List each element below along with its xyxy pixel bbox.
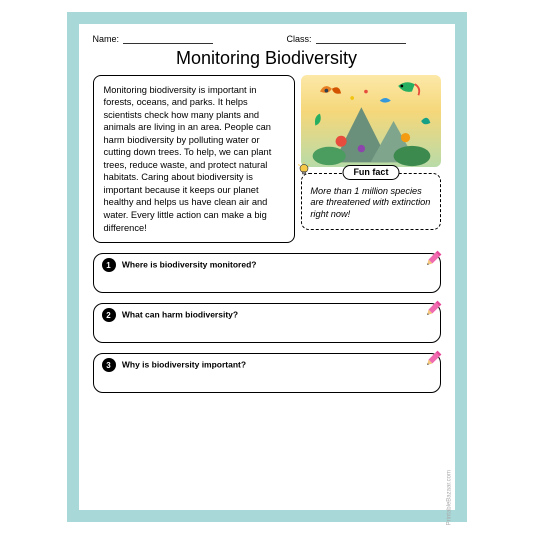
- right-column: Fun fact More than 1 million species are…: [301, 75, 440, 244]
- question-text: Where is biodiversity monitored?: [122, 259, 257, 269]
- biodiversity-illustration: [301, 75, 440, 167]
- class-label: Class:: [287, 34, 312, 44]
- class-field: Class:: [287, 34, 441, 44]
- pencil-icon: [422, 248, 444, 270]
- question-number: 3: [102, 358, 116, 372]
- pencil-icon: [422, 298, 444, 320]
- worksheet-title: Monitoring Biodiversity: [93, 48, 441, 69]
- questions-container: 1 Where is biodiversity monitored? 2 Wha…: [93, 253, 441, 393]
- question-box[interactable]: 3 Why is biodiversity important?: [93, 353, 441, 393]
- name-label: Name:: [93, 34, 120, 44]
- question-number: 1: [102, 258, 116, 272]
- worksheet-inner: Name: Class: Monitoring Biodiversity Mon…: [79, 24, 455, 510]
- funfact-label: Fun fact: [342, 165, 399, 181]
- watermark: PrintableBazaar.com: [447, 470, 453, 525]
- question-box[interactable]: 1 Where is biodiversity monitored?: [93, 253, 441, 293]
- pencil-icon: [422, 348, 444, 370]
- question-text: What can harm biodiversity?: [122, 309, 238, 319]
- header-row: Name: Class:: [93, 34, 441, 44]
- content-row: Monitoring biodiversity is important in …: [93, 75, 441, 244]
- funfact-text: More than 1 million species are threaten…: [310, 186, 431, 222]
- question-box[interactable]: 2 What can harm biodiversity?: [93, 303, 441, 343]
- name-field: Name:: [93, 34, 247, 44]
- funfact-box: Fun fact More than 1 million species are…: [301, 173, 440, 231]
- question-text: Why is biodiversity important?: [122, 359, 246, 369]
- lightbulb-icon: [296, 162, 312, 178]
- question-number: 2: [102, 308, 116, 322]
- passage-box: Monitoring biodiversity is important in …: [93, 75, 296, 244]
- passage-text: Monitoring biodiversity is important in …: [104, 85, 272, 233]
- worksheet-page: Name: Class: Monitoring Biodiversity Mon…: [67, 12, 467, 522]
